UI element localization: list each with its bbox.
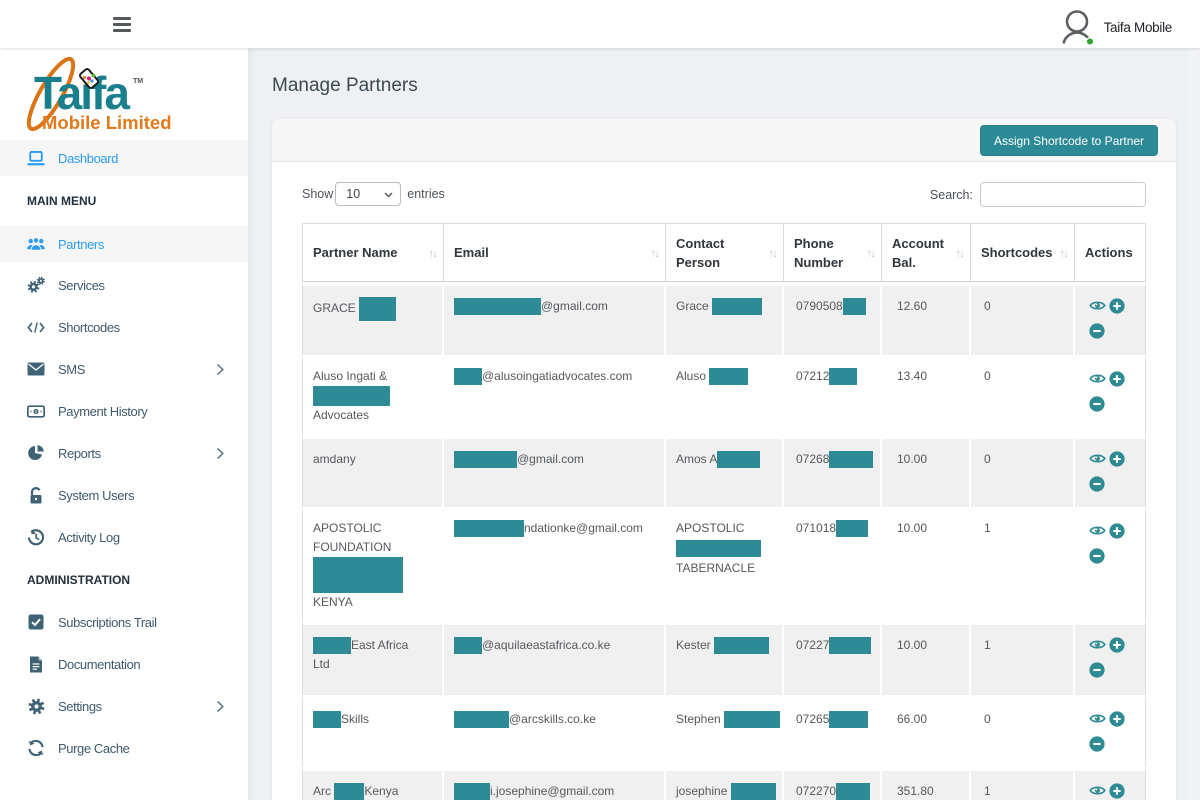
svg-text:TM: TM xyxy=(133,78,143,85)
svg-text:Mobile Limited: Mobile Limited xyxy=(42,112,172,133)
